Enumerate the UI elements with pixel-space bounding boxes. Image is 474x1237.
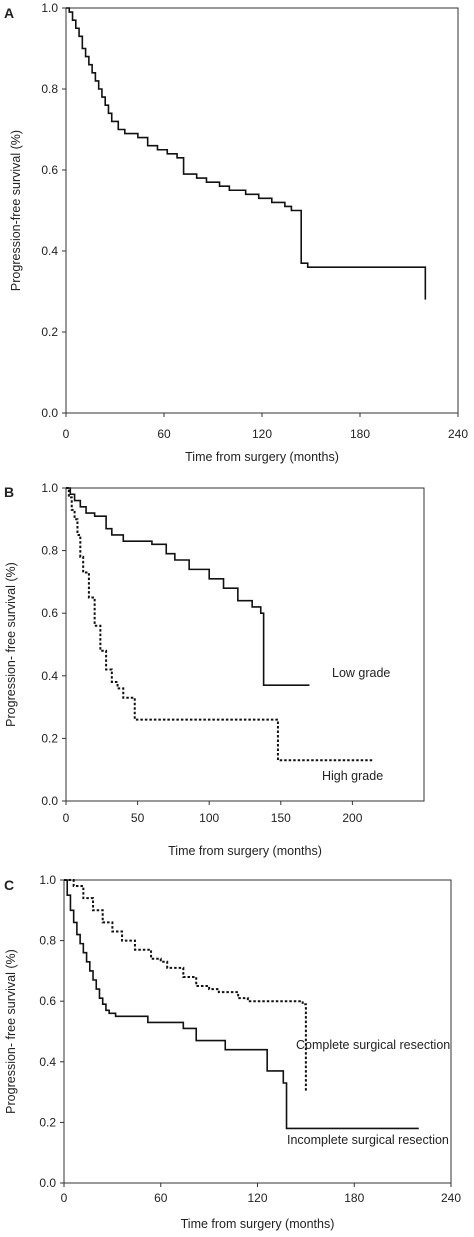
y-tick-label: 0.0 xyxy=(41,794,58,808)
x-tick-label: 240 xyxy=(441,1191,461,1205)
x-axis-label: Time from surgery (months) xyxy=(181,1217,335,1231)
x-tick-label: 180 xyxy=(350,427,370,441)
x-tick-label: 0 xyxy=(63,427,70,441)
y-tick-label: 0.4 xyxy=(41,244,58,258)
y-tick-label: 1.0 xyxy=(39,873,56,887)
panel-letter: C xyxy=(4,877,14,893)
x-tick-label: 240 xyxy=(448,427,468,441)
y-tick-label: 0.6 xyxy=(41,163,58,177)
series-line-solid xyxy=(64,879,419,1130)
x-tick-label: 100 xyxy=(199,811,219,825)
x-tick-label: 60 xyxy=(157,427,171,441)
y-tick-label: 0.4 xyxy=(41,669,58,683)
y-axis-label: Progression- free survival (%) xyxy=(4,949,18,1114)
y-tick-label: 0.2 xyxy=(41,325,58,339)
plot-frame xyxy=(65,487,425,802)
y-tick-label: 1.0 xyxy=(41,481,58,495)
series-line-solid xyxy=(66,487,310,686)
x-tick-label: 60 xyxy=(154,1191,168,1205)
panel-b: B 0 50 100 150 200 0.0 0.2 0.4 0.6 0.8 1.0 Time from… xyxy=(4,481,425,858)
y-tick-label: 0.8 xyxy=(41,544,58,558)
x-axis-label: Time from surgery (months) xyxy=(168,844,322,858)
series-line-dotted xyxy=(64,879,307,1093)
x-tick-label: 200 xyxy=(342,811,362,825)
panel-letter: A xyxy=(4,5,14,21)
y-tick-label: 0.8 xyxy=(41,82,58,96)
x-tick-label: 150 xyxy=(271,811,291,825)
y-axis-label: Progression-free survival (%) xyxy=(9,130,23,291)
panel-c: C 0 60 120 180 240 0.0 0.2 0.4 0.6 0.8 1.0 Time from… xyxy=(4,873,461,1231)
x-tick-label: 180 xyxy=(344,1191,364,1205)
series-label: High grade xyxy=(322,769,383,783)
series-line-solid xyxy=(66,7,427,300)
panel-letter: B xyxy=(4,484,14,500)
y-tick-label: 0.0 xyxy=(39,1176,56,1190)
y-tick-label: 0.4 xyxy=(39,1055,56,1069)
y-tick-label: 0.6 xyxy=(39,994,56,1008)
x-tick-label: 120 xyxy=(247,1191,267,1205)
y-tick-label: 1.0 xyxy=(41,1,58,15)
plot-frame xyxy=(65,7,459,414)
y-axis-label: Progression- free survival (%) xyxy=(4,562,18,727)
series-line-dotted xyxy=(66,487,374,762)
x-tick-label: 0 xyxy=(63,811,70,825)
series-label: Low grade xyxy=(332,666,390,680)
y-tick-label: 0.2 xyxy=(41,731,58,745)
x-tick-label: 120 xyxy=(252,427,272,441)
y-tick-label: 0.6 xyxy=(41,606,58,620)
series-label: Incomplete surgical resection xyxy=(287,1133,449,1147)
x-tick-label: 0 xyxy=(61,1191,68,1205)
y-tick-label: 0.2 xyxy=(39,1115,56,1129)
series-label: Complete surgical resection xyxy=(296,1038,450,1052)
y-tick-label: 0.0 xyxy=(41,406,58,420)
y-tick-label: 0.8 xyxy=(39,934,56,948)
x-axis-label: Time from surgery (months) xyxy=(185,450,339,464)
x-tick-label: 50 xyxy=(131,811,145,825)
panel-a: A 0 60 120 180 240 0.0 0.2 0.4 0.6 0.8 1.0 Time from… xyxy=(4,1,468,464)
